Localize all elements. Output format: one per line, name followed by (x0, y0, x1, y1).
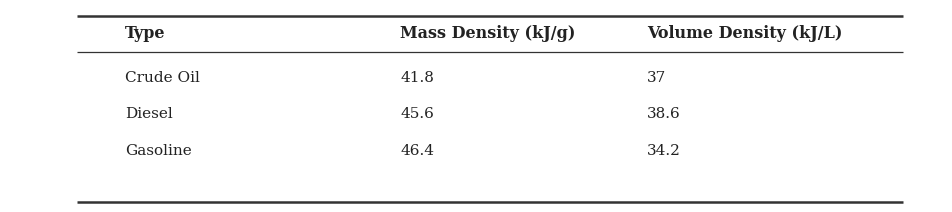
Text: Type: Type (125, 25, 166, 42)
Text: 34.2: 34.2 (646, 144, 681, 158)
Text: 38.6: 38.6 (646, 107, 681, 121)
Text: Crude Oil: Crude Oil (125, 71, 200, 85)
Text: Diesel: Diesel (125, 107, 172, 121)
Text: Gasoline: Gasoline (125, 144, 191, 158)
Text: Mass Density (kJ/g): Mass Density (kJ/g) (400, 25, 575, 42)
Text: Volume Density (kJ/L): Volume Density (kJ/L) (646, 25, 843, 42)
Text: 37: 37 (646, 71, 666, 85)
Text: 45.6: 45.6 (400, 107, 434, 121)
Text: 41.8: 41.8 (400, 71, 434, 85)
Text: 46.4: 46.4 (400, 144, 434, 158)
